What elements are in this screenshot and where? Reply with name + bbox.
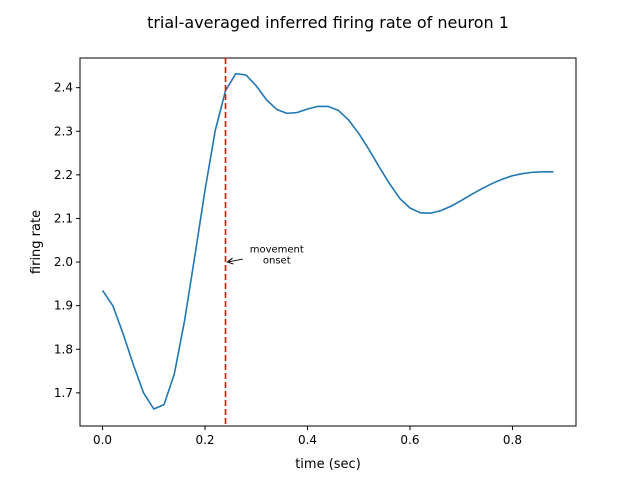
y-tick-label: 1.9 <box>54 299 73 313</box>
annotation-arrow-shaft <box>227 258 243 263</box>
y-tick-label: 2.2 <box>54 168 73 182</box>
x-tick-label: 0.4 <box>298 433 317 447</box>
chart-title: trial-averaged inferred firing rate of n… <box>147 13 509 32</box>
x-tick-label: 0.2 <box>195 433 214 447</box>
x-tick-label: 0.6 <box>400 433 419 447</box>
annotation-label-line1: movement <box>250 244 304 255</box>
plot-frame <box>79 57 577 427</box>
series-layer <box>101 72 554 410</box>
annotation-label-line2: onset <box>263 255 291 266</box>
y-tick-label: 2.1 <box>54 211 73 225</box>
y-tick-label: 1.7 <box>54 386 73 400</box>
x-tick-label: 0.0 <box>93 433 112 447</box>
series-line <box>101 72 554 410</box>
y-axis-label: firing rate <box>29 210 44 274</box>
y-tick-label: 1.8 <box>54 342 73 356</box>
x-ticks: 0.0 0.2 0.4 0.6 0.8 <box>93 426 522 447</box>
y-tick-label: 2.3 <box>54 124 73 138</box>
x-axis-label: time (sec) <box>295 457 361 472</box>
movement-onset-annotation: movement onset <box>226 244 304 266</box>
y-tick-label: 2.0 <box>54 255 73 269</box>
annotation-arrow-head <box>226 257 234 265</box>
x-tick-label: 0.8 <box>503 433 522 447</box>
y-ticks: 1.7 1.8 1.9 2.0 2.1 2.2 2.3 2.4 <box>54 81 80 400</box>
plot-axes <box>79 57 577 427</box>
y-tick-label: 2.4 <box>54 81 73 95</box>
